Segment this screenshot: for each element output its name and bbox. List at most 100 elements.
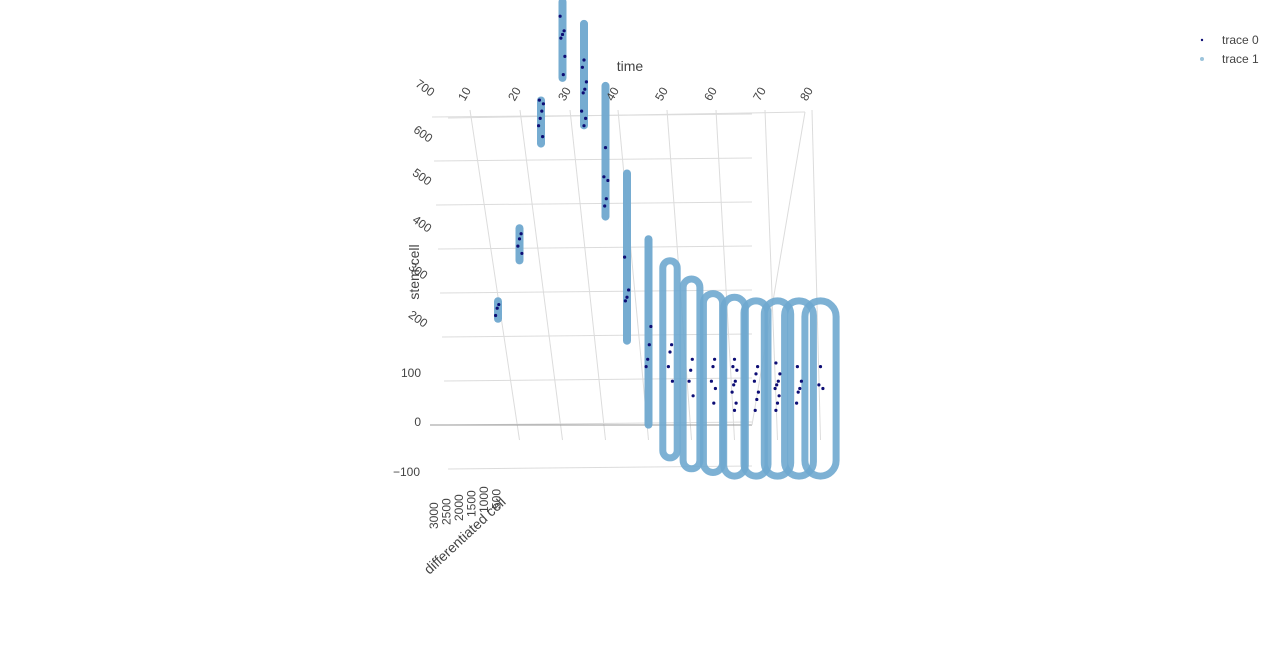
trace-0-point bbox=[519, 232, 523, 236]
trace-0-point bbox=[775, 383, 779, 387]
trace-0-point bbox=[494, 313, 498, 318]
trace-1-point bbox=[679, 275, 704, 473]
trace-0-point bbox=[582, 58, 586, 62]
x-tick-label: 40 bbox=[603, 84, 622, 103]
y-tick-label: 1000 bbox=[477, 486, 491, 513]
trace-0-point bbox=[690, 357, 694, 361]
trace-0-point bbox=[538, 116, 542, 120]
trace-1-band bbox=[740, 297, 772, 480]
trace-0-point bbox=[755, 397, 759, 402]
trace-1-band bbox=[601, 81, 610, 221]
z-tick-label: −100 bbox=[393, 465, 420, 479]
trace-0-point bbox=[670, 343, 674, 347]
trace-1-point bbox=[558, 0, 567, 82]
trace-0-point bbox=[603, 146, 608, 150]
x-tick-label: 70 bbox=[750, 84, 769, 103]
trace-0-point bbox=[774, 408, 778, 412]
trace-0-point bbox=[623, 299, 628, 303]
trace-1-markers bbox=[494, 0, 840, 480]
x-tick-label: 50 bbox=[652, 84, 671, 103]
trace-0-point bbox=[670, 379, 675, 383]
y-tick-label: 1500 bbox=[465, 490, 479, 517]
z-axis-title: stem cell bbox=[406, 244, 422, 299]
legend-marker-trace-0 bbox=[1200, 38, 1204, 42]
trace-0-point bbox=[817, 383, 821, 387]
trace-0-point bbox=[776, 379, 780, 383]
trace-0-point bbox=[627, 288, 631, 292]
trace-1-point bbox=[740, 297, 772, 480]
trace-0-point bbox=[799, 379, 804, 383]
trace-1-band bbox=[494, 297, 502, 323]
trace-0-point bbox=[541, 102, 546, 106]
z-tick-label: 100 bbox=[401, 366, 421, 380]
trace-0-point bbox=[604, 197, 608, 201]
trace-0-point bbox=[796, 390, 800, 394]
trace-0-point bbox=[517, 237, 522, 241]
z-tick-label: 0 bbox=[414, 415, 421, 429]
trace-0-point bbox=[732, 357, 737, 361]
trace-0-point bbox=[540, 109, 544, 113]
y-tick-label: 2000 bbox=[452, 494, 466, 521]
trace-1-band bbox=[679, 275, 704, 473]
trace-0-point bbox=[712, 401, 716, 405]
x-axis-title: time bbox=[617, 58, 644, 74]
trace-1-point bbox=[601, 81, 610, 221]
legend-marker-trace-1 bbox=[1200, 57, 1204, 61]
y-tick-label: 2500 bbox=[440, 498, 454, 525]
trace-1-band bbox=[781, 297, 817, 480]
trace-0-point bbox=[520, 251, 524, 256]
trace-0-markers bbox=[494, 14, 825, 412]
z-tick-label: 400 bbox=[410, 212, 435, 235]
trace-0-point bbox=[602, 175, 606, 179]
trace-0-point bbox=[795, 365, 800, 369]
trace-0-point bbox=[821, 386, 825, 391]
trace-0-point bbox=[709, 379, 714, 383]
trace-1-point bbox=[801, 297, 840, 480]
x-tick-label: 30 bbox=[555, 84, 574, 103]
trace-0-point bbox=[560, 32, 565, 37]
trace-0-point bbox=[497, 302, 501, 307]
trace-0-point bbox=[687, 379, 691, 383]
y-tick-label: 3000 bbox=[427, 502, 441, 529]
trace-1-point bbox=[659, 257, 681, 462]
trace-1-band bbox=[558, 0, 567, 82]
trace-0-point bbox=[562, 29, 566, 33]
legend[interactable]: trace 0 trace 1 bbox=[1200, 33, 1259, 66]
trace-0-point bbox=[756, 390, 761, 394]
z-tick-label: 700 bbox=[413, 76, 438, 99]
trace-1-point bbox=[515, 224, 524, 265]
trace-0-point bbox=[798, 386, 802, 391]
trace-0-point bbox=[713, 357, 717, 361]
trace-0-point bbox=[516, 244, 520, 248]
trace-0-point bbox=[731, 365, 735, 369]
trace-1-band bbox=[659, 257, 681, 462]
trace-0-point bbox=[647, 343, 651, 347]
trace-0-point bbox=[735, 368, 739, 372]
trace-0-point bbox=[580, 65, 585, 69]
trace-0-point bbox=[774, 361, 778, 365]
trace-0-point bbox=[732, 408, 737, 412]
trace-0-point bbox=[561, 73, 565, 77]
trace-1-band bbox=[515, 224, 524, 265]
trace-0-point bbox=[583, 87, 587, 91]
trace-0-point bbox=[563, 54, 567, 58]
trace-1-point bbox=[781, 297, 817, 480]
trace-0-point bbox=[691, 394, 695, 398]
legend-label-trace-1: trace 1 bbox=[1222, 52, 1259, 66]
trace-0-point bbox=[558, 14, 562, 18]
legend-item-trace-0[interactable]: trace 0 bbox=[1200, 33, 1259, 47]
trace-0-point bbox=[734, 401, 738, 405]
trace-1-band bbox=[580, 19, 588, 130]
x-tick-label: 80 bbox=[797, 84, 816, 103]
x-tick-label: 10 bbox=[455, 84, 474, 103]
trace-0-point bbox=[773, 386, 777, 391]
trace-0-point bbox=[625, 295, 629, 299]
z-tick-label: 200 bbox=[406, 307, 431, 330]
trace-0-point bbox=[778, 372, 782, 376]
trace-0-point bbox=[644, 365, 648, 369]
legend-item-trace-1[interactable]: trace 1 bbox=[1200, 52, 1259, 66]
legend-label-trace-0: trace 0 bbox=[1222, 33, 1259, 47]
trace-0-point bbox=[730, 390, 734, 394]
trace-0-point bbox=[537, 124, 541, 128]
